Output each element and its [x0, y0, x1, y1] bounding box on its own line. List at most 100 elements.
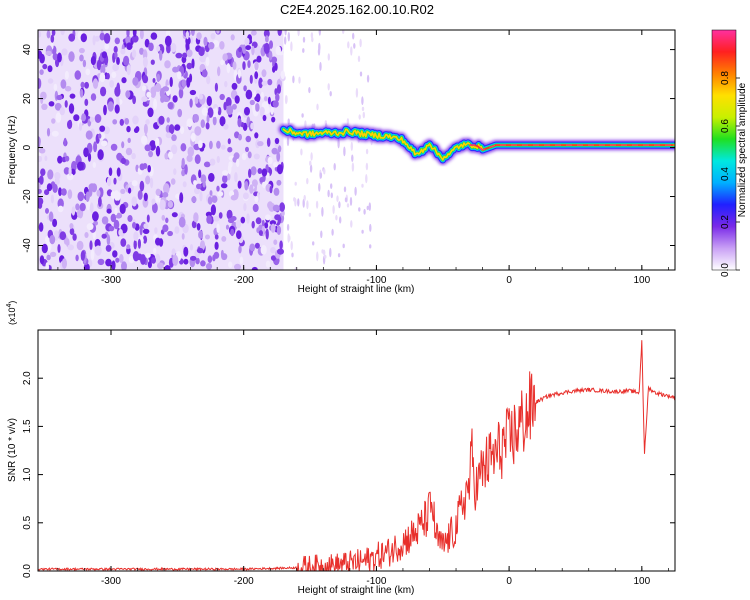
noise-speckle [327, 189, 330, 198]
noise-speckle [226, 105, 234, 115]
noise-speckle [135, 126, 140, 133]
noise-speckle [196, 223, 201, 231]
noise-speckle [214, 82, 218, 92]
noise-speckle [131, 152, 136, 160]
noise-speckle [339, 216, 342, 224]
noise-speckle [231, 216, 237, 221]
noise-speckle [228, 161, 233, 168]
noise-speckle [228, 261, 233, 268]
noise-speckle [162, 224, 169, 232]
noise-speckle [207, 196, 213, 205]
noise-speckle [126, 125, 131, 133]
noise-speckle [346, 203, 350, 208]
snr-x-tick-label: -200 [234, 576, 254, 587]
noise-speckle [40, 168, 46, 176]
noise-speckle [57, 205, 64, 213]
noise-speckle [112, 119, 118, 125]
noise-speckle [55, 112, 62, 123]
noise-speckle [182, 181, 187, 188]
noise-speckle [320, 230, 323, 239]
noise-speckle [155, 253, 161, 265]
noise-speckle [303, 194, 306, 202]
noise-speckle [145, 119, 150, 125]
noise-speckle [90, 249, 95, 261]
noise-speckle [85, 130, 93, 140]
noise-speckle [236, 158, 240, 168]
noise-speckle [80, 250, 86, 261]
noise-speckle [148, 42, 154, 52]
noise-speckle [269, 40, 273, 49]
noise-speckle [277, 30, 282, 36]
colorbar-gradient [711, 29, 737, 271]
noise-speckle [269, 220, 277, 226]
noise-speckle [120, 157, 127, 165]
noise-speckle [79, 202, 86, 212]
noise-speckle [198, 47, 205, 57]
noise-speckle [169, 76, 173, 88]
snr-y-multiplier-base: (x10 [7, 307, 17, 325]
noise-speckle [201, 69, 208, 78]
noise-speckle [216, 185, 220, 192]
noise-speckle [119, 203, 126, 214]
noise-speckle [357, 55, 361, 62]
noise-speckle [109, 80, 115, 88]
noise-speckle [45, 50, 52, 56]
colorbar-ticks: 0.0 0.2 0.4 0.6 0.8 [720, 71, 740, 277]
noise-speckle [107, 101, 114, 112]
noise-speckle [193, 113, 199, 123]
noise-speckle [143, 123, 148, 135]
spectrogram-y-axis: -40 -20 0 20 40 [22, 44, 675, 253]
noise-speckle [338, 201, 341, 209]
noise-speckle [139, 163, 145, 171]
noise-speckle [365, 174, 368, 184]
noise-speckle [209, 140, 213, 150]
noise-speckle [351, 162, 355, 172]
noise-speckle [89, 202, 94, 213]
noise-speckle [290, 240, 293, 251]
noise-speckle [127, 137, 131, 143]
noise-speckle [267, 96, 271, 105]
noise-speckle [270, 106, 274, 115]
noise-speckle [284, 95, 288, 105]
snr-y-multiplier-close: ) [7, 301, 17, 304]
snr-plot-area [38, 330, 675, 571]
noise-speckle [164, 265, 171, 270]
snr-y-tick-label: 0.0 [22, 564, 33, 578]
noise-speckle [297, 198, 300, 207]
noise-speckle [120, 238, 127, 247]
noise-speckle [361, 229, 364, 234]
noise-speckle [205, 122, 210, 130]
noise-speckle [128, 187, 132, 194]
noise-speckle [48, 101, 55, 107]
noise-speckle [245, 135, 252, 143]
noise-speckle [74, 70, 82, 80]
noise-speckle [227, 173, 231, 181]
noise-speckle [106, 208, 112, 214]
noise-speckle [103, 126, 110, 135]
noise-speckle [222, 175, 228, 183]
noise-speckle [120, 48, 126, 55]
noise-speckle [167, 230, 174, 237]
noise-speckle [167, 102, 174, 110]
noise-speckle [206, 95, 212, 107]
noise-speckle [68, 33, 76, 42]
colorbar-label: Normalized spectral amplitude [737, 82, 748, 217]
noise-speckle [239, 256, 244, 265]
noise-speckle [272, 100, 279, 108]
noise-speckle [359, 38, 362, 48]
noise-speckle [151, 257, 156, 264]
noise-speckle [165, 132, 172, 139]
noise-speckle [190, 132, 196, 142]
noise-speckle [180, 143, 187, 152]
noise-speckle [139, 225, 143, 236]
noise-speckle [236, 230, 242, 240]
noise-speckle [164, 152, 169, 160]
noise-speckle [46, 183, 53, 192]
noise-speckle [230, 194, 238, 201]
noise-speckle [214, 234, 219, 240]
noise-speckle [207, 107, 214, 118]
noise-speckle [106, 234, 111, 246]
noise-speckle [90, 93, 97, 101]
noise-speckle [280, 70, 285, 80]
